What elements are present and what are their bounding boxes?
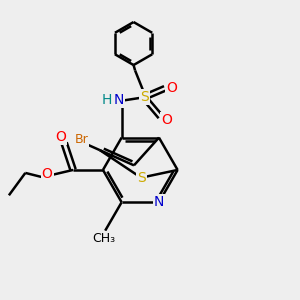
Text: S: S (137, 171, 146, 185)
Text: O: O (161, 113, 172, 127)
Text: O: O (55, 130, 66, 144)
Text: O: O (42, 167, 52, 182)
Text: S: S (140, 90, 148, 104)
Text: CH₃: CH₃ (92, 232, 115, 244)
Text: N: N (113, 93, 124, 107)
Text: H: H (101, 93, 112, 107)
Text: O: O (166, 81, 177, 95)
Text: Br: Br (74, 133, 88, 146)
Text: N: N (154, 195, 164, 209)
